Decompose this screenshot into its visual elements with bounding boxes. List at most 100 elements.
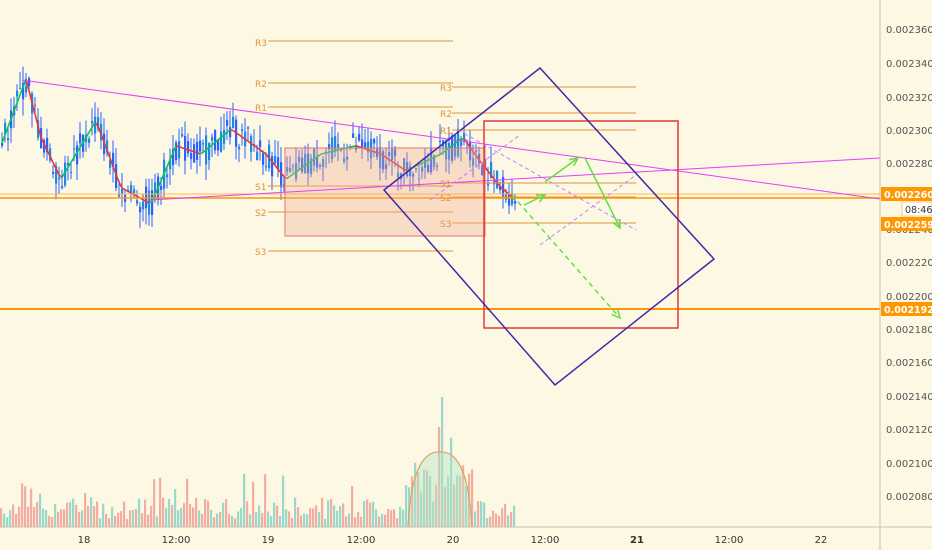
volume-bar [480, 501, 483, 527]
time-axis[interactable]: 18 12:00 19 12:00 20 12:00 21 12:00 22 [78, 535, 828, 546]
moving-average-segment [352, 144, 357, 148]
volume-layer [0, 397, 516, 528]
volume-bar [246, 501, 249, 527]
candle-body [79, 133, 82, 144]
arrow-down-dashed [511, 194, 621, 319]
candle-body [475, 150, 478, 152]
candle-body [55, 165, 58, 184]
moving-average-segment [169, 152, 174, 161]
volume-bar [318, 512, 321, 527]
price-tag-last: 0.0022594 [881, 217, 932, 231]
moving-average-segment [247, 140, 252, 145]
candle-body [229, 127, 232, 138]
candle-body [94, 116, 97, 134]
candle-body [52, 172, 55, 174]
candle-body [259, 140, 262, 148]
moving-average-segment [238, 134, 243, 138]
candle-body [418, 178, 421, 180]
candle-body [232, 116, 235, 129]
moving-average-segment [292, 171, 297, 175]
candle-body [415, 168, 418, 170]
moving-average-segment [472, 150, 477, 156]
candle-body [469, 142, 472, 161]
moving-average-segment [370, 149, 375, 153]
candle-body [364, 142, 367, 150]
moving-average-segment [454, 140, 459, 145]
candle-body [211, 136, 214, 141]
moving-average-segment [382, 154, 387, 159]
volume-bar [459, 475, 462, 527]
moving-average-segment [301, 164, 306, 169]
volume-bar [471, 469, 474, 527]
candle-body [316, 156, 319, 168]
candle-body [70, 171, 73, 173]
moving-average-segment [307, 160, 312, 165]
volume-bar [429, 476, 432, 527]
moving-average-segment [406, 168, 411, 172]
volume-bar [447, 476, 450, 527]
volume-bar [198, 510, 201, 527]
moving-average-segment [265, 153, 270, 159]
candle-body [16, 90, 19, 97]
candle-body [220, 131, 223, 152]
moving-average-segment [430, 156, 435, 160]
volume-bar [306, 514, 309, 527]
candle-body [361, 139, 364, 149]
channel-dashed-line [429, 134, 521, 201]
volume-bar [18, 506, 21, 527]
candle-body [91, 121, 94, 124]
volume-bar [432, 501, 435, 527]
moving-average-segment [31, 102, 36, 115]
volume-bar [456, 475, 459, 527]
volume-bar [186, 478, 189, 527]
arrow-up-head [569, 156, 580, 167]
time-tick: 21 [630, 535, 644, 546]
volume-bar [444, 487, 447, 527]
volume-bar [288, 511, 291, 527]
moving-average-segment [241, 136, 246, 140]
volume-bar [435, 484, 438, 527]
candle-body [121, 188, 124, 195]
moving-average-segment [157, 180, 162, 189]
moving-average-segment [70, 157, 75, 163]
volume-bar [399, 506, 402, 527]
pivot-label: S2 [255, 209, 266, 219]
moving-average-segment [424, 159, 429, 163]
moving-average-segment [121, 187, 126, 191]
arrow-down [584, 157, 621, 229]
volume-bar [6, 517, 9, 527]
pivot-label: R1 [440, 127, 452, 137]
volume-bar [27, 506, 30, 527]
candle-body [142, 201, 145, 210]
candle-body [193, 144, 196, 163]
candle-body [175, 142, 178, 160]
volume-bar [147, 514, 150, 527]
candle-body [502, 176, 505, 197]
volume-bar [327, 500, 330, 527]
moving-average-segment [475, 155, 480, 161]
pivot-label: R1 [255, 104, 267, 114]
candle-body [172, 148, 175, 166]
volume-bar [501, 508, 504, 527]
pivot-label: S3 [255, 248, 266, 258]
moving-average-segment [7, 118, 12, 128]
volume-bar [279, 515, 282, 527]
volume-bar [309, 508, 312, 527]
drawing-layer[interactable] [0, 40, 881, 387]
moving-average-segment [442, 149, 447, 154]
volume-bar [369, 502, 372, 527]
moving-average-segment [97, 125, 102, 135]
arrow-up-small [523, 194, 546, 206]
moving-average-segment [91, 121, 96, 128]
candle-body [136, 200, 139, 204]
candle-body [367, 141, 370, 153]
price-tag-current: 0.0022609 [881, 187, 932, 201]
candle-body [322, 159, 325, 167]
candle-body [223, 129, 226, 144]
candle-body [64, 162, 67, 186]
volume-bar [450, 437, 453, 527]
